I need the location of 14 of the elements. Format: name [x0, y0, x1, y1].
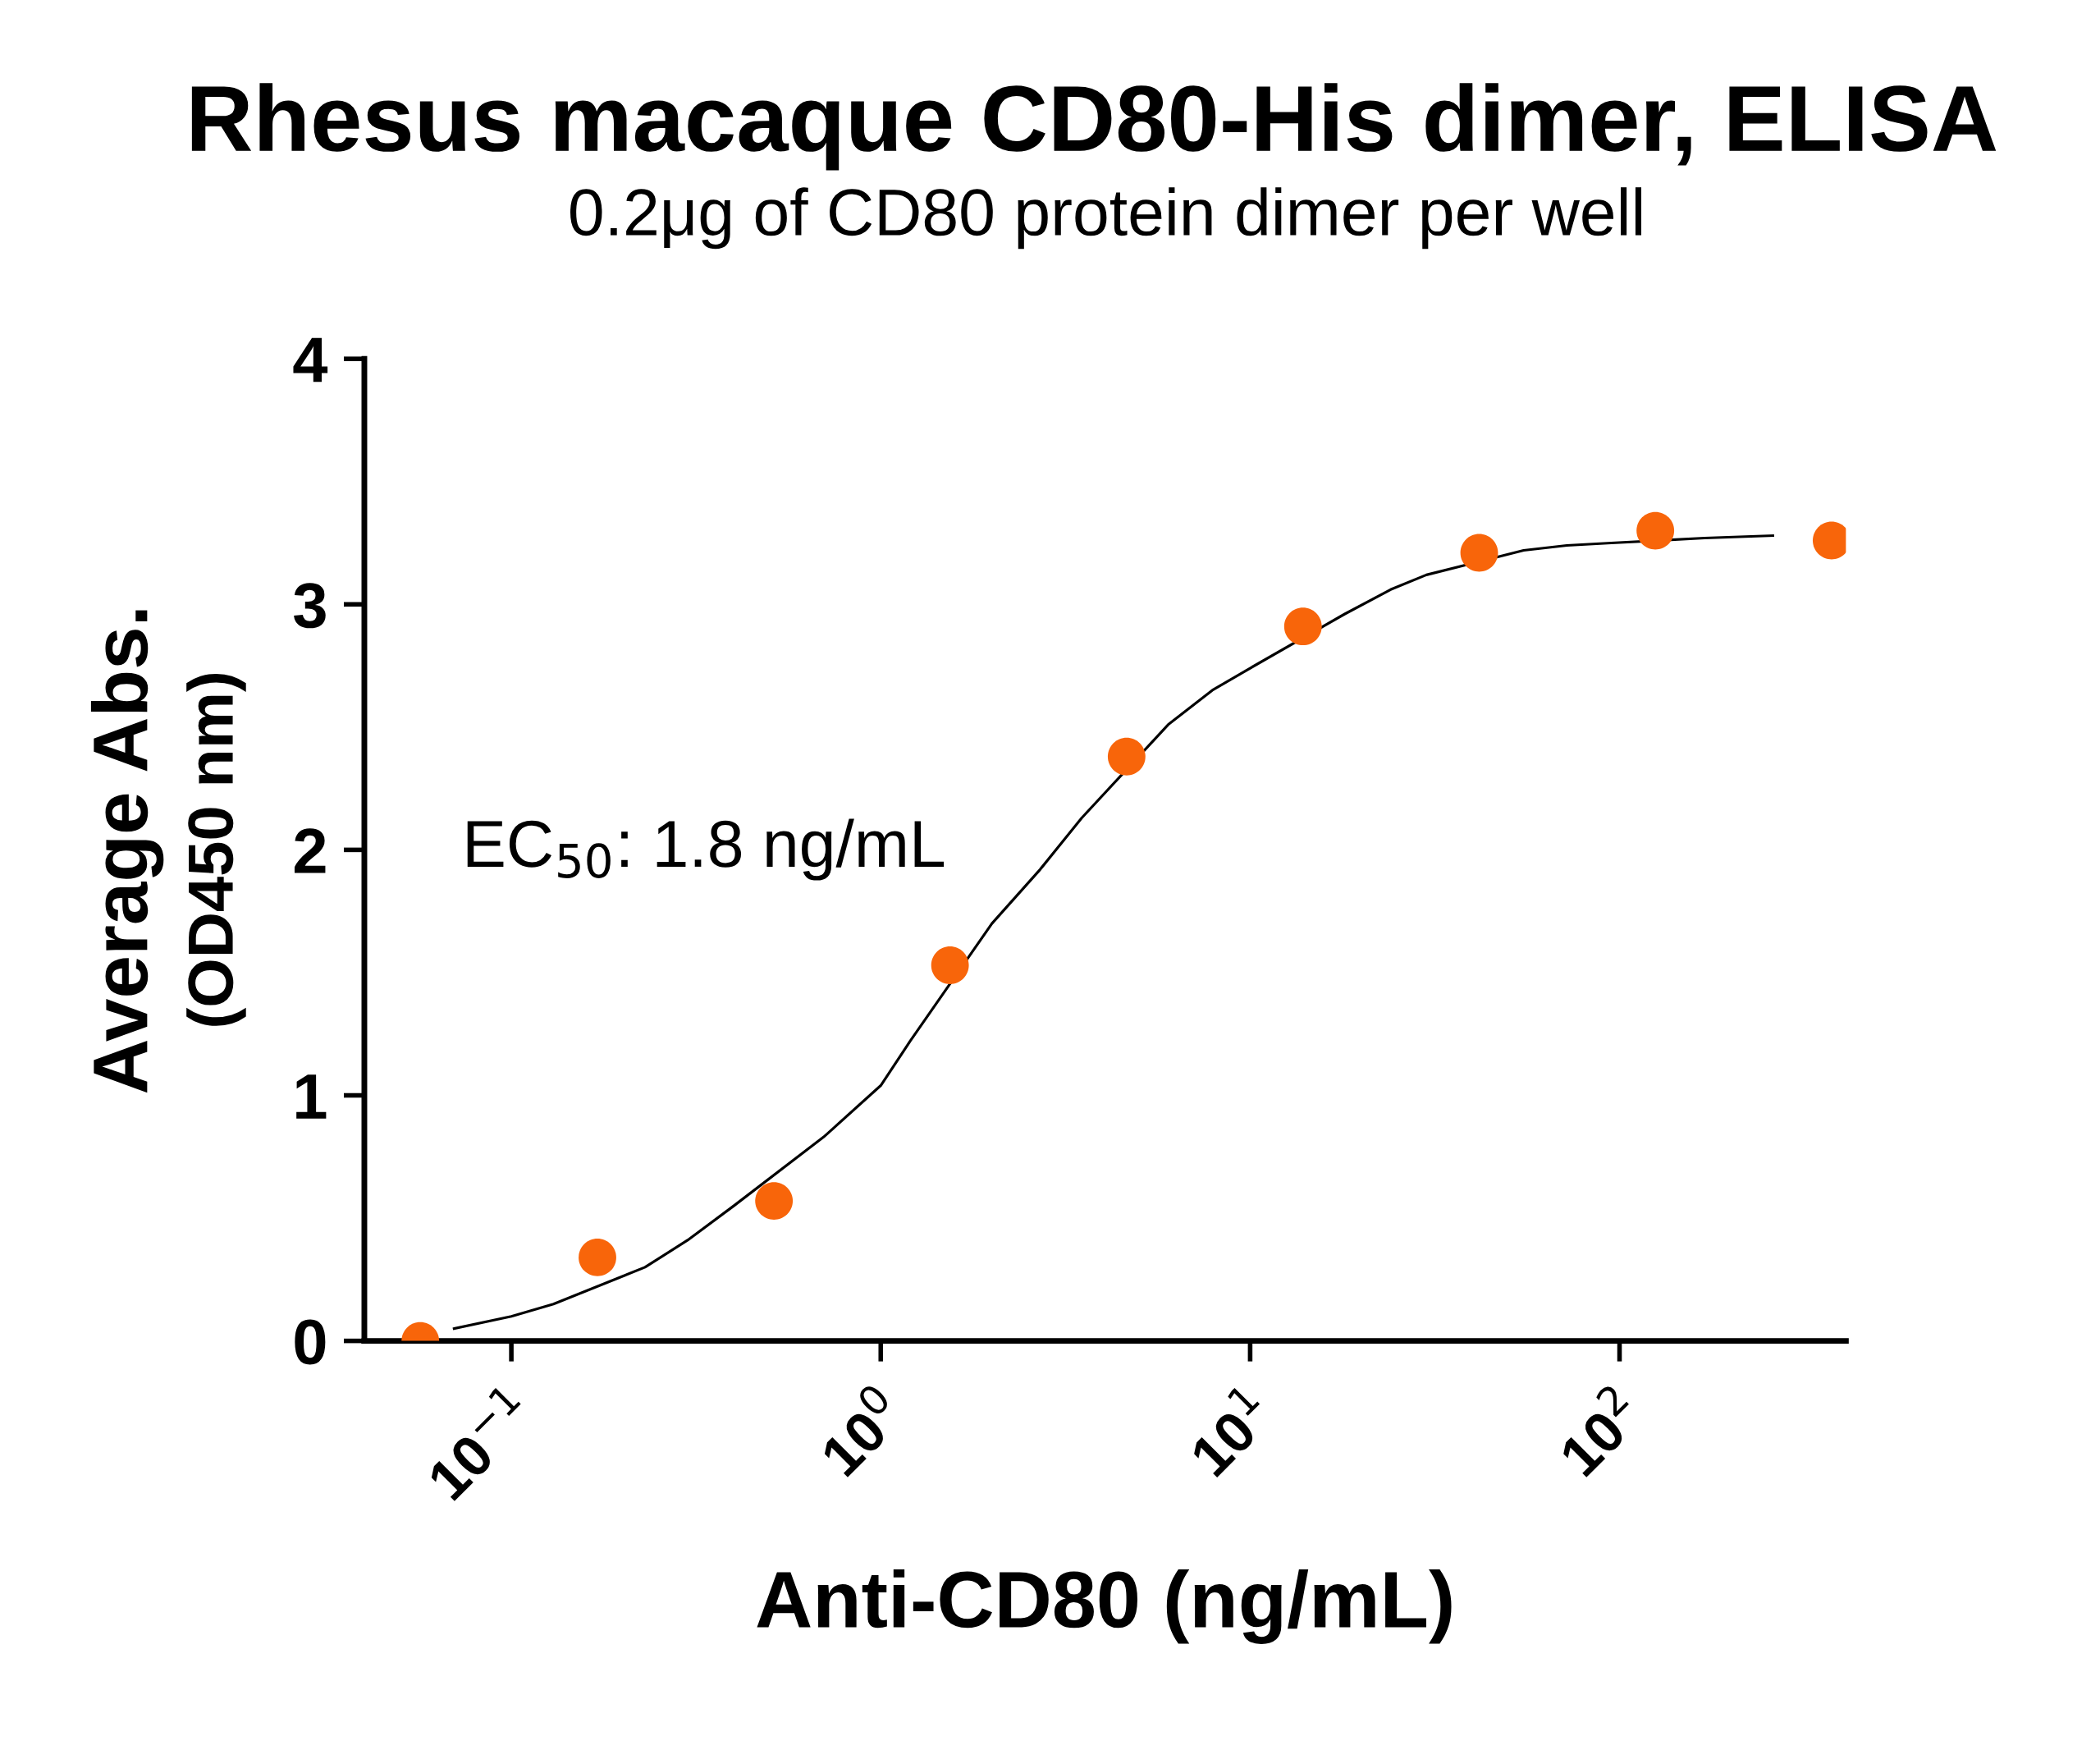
chart-title: Rhesus macaque CD80-His dimer, ELISA [191, 83, 1997, 171]
y-axis-title: Average Abs. (OD450 nm) [90, 610, 246, 1093]
annotation: EC$_{50}$: 1.8 ng/mL [467, 818, 945, 881]
chart-subtitle: 0.2μg of CD80 protein dimer per well [570, 187, 1642, 250]
y-tick-label: 4 [293, 337, 328, 382]
y-tick-label: 0 [295, 1319, 326, 1365]
y-tick-label: 2 [294, 828, 326, 873]
x-tick-label: 10$^{1}$ [1181, 1383, 1276, 1478]
x-tick-label: 10$^{2}$ [1549, 1383, 1645, 1478]
x-axis-title: Anti-CD80 (ng/mL) [757, 1569, 1452, 1644]
y-tick-label: 1 [296, 1074, 327, 1119]
x-tick-label: 10$^{−1}$ [419, 1383, 537, 1502]
y-tick-label: 3 [294, 583, 326, 629]
x-tick-label: 10$^{0}$ [811, 1381, 908, 1478]
